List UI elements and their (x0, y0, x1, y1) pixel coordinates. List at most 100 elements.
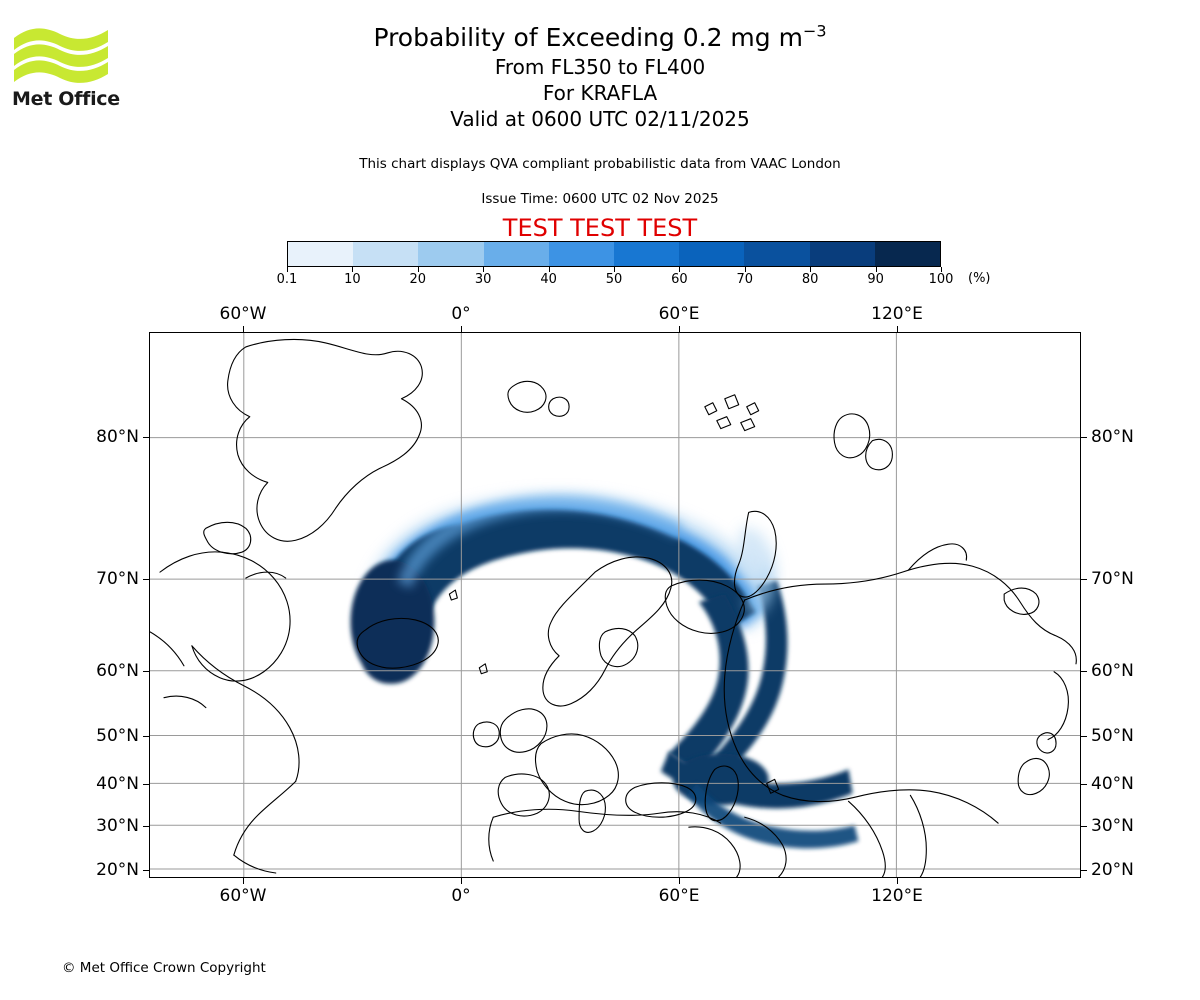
coastline-canada-east (191, 645, 300, 782)
coastline-greenland (227, 338, 423, 542)
coastline-morocco (488, 816, 494, 862)
colorbar-tick-label-60: 60 (671, 272, 688, 287)
map-canvas (150, 333, 1080, 877)
lon-tickmark-bottom-0° (461, 878, 462, 884)
title-volcano: For KRAFLA (542, 81, 658, 105)
coastline-alaska-hudson (150, 631, 185, 667)
lon-tickmark-bottom-60°E (679, 878, 680, 884)
coastline-taymyr (907, 543, 968, 571)
copyright-footer: © Met Office Crown Copyright (62, 960, 266, 976)
lon-label-bottom-60°E: 60°E (658, 886, 700, 906)
coastline-kola-peninsula (664, 579, 745, 634)
colorbar-band-0 (288, 242, 354, 266)
coastline-iberia (497, 773, 550, 817)
colorbar-tick-100 (941, 267, 942, 272)
coastline-faroes (478, 663, 488, 675)
coastline-great-lakes (163, 695, 207, 709)
colorbar-bands (287, 241, 941, 267)
colorbar-band-4 (548, 242, 615, 266)
lon-tickmark-top-60°E (679, 326, 680, 332)
coastline-italy (578, 789, 606, 833)
lat-tickmark-left-20°N (143, 870, 149, 871)
coastline-ireland (472, 721, 500, 748)
lat-tickmark-right-30°N (1081, 826, 1087, 827)
colorbar-tick-label-90: 90 (867, 272, 884, 287)
lat-label-left-40°N: 40°N (96, 774, 139, 794)
lat-label-left-60°N: 60°N (96, 661, 139, 681)
colorbar-tick-label-10: 10 (344, 272, 361, 287)
lat-tickmark-left-70°N (143, 579, 149, 580)
coastline-iceland (356, 617, 439, 669)
colorbar-band-7 (744, 242, 810, 266)
coastline-bolshevik-island (865, 438, 893, 471)
lat-label-left-20°N: 20°N (96, 860, 139, 880)
coastline-black-sea (625, 782, 697, 818)
coastline-japan (1017, 758, 1050, 796)
lon-tickmark-bottom-120°E (897, 878, 898, 884)
colorbar-unit-label: (%) (968, 271, 991, 286)
title-line-main: Probability of Exceeding 0.2 mg m−3 (150, 22, 1050, 54)
colorbar-tick-label-40: 40 (540, 272, 557, 287)
colorbar-band-6 (679, 242, 745, 266)
coastline-lena-delta (1003, 587, 1040, 615)
coastline-usa-east (233, 780, 297, 856)
title-superscript: −3 (802, 21, 827, 41)
map-panel[interactable] (149, 332, 1081, 878)
colorbar-tick-label-20: 20 (409, 272, 427, 287)
lon-label-top-0°: 0° (451, 304, 471, 324)
lat-tickmark-right-20°N (1081, 870, 1087, 871)
coastline-novaya-zemlya (733, 510, 777, 598)
coastline-svalbard-east (548, 396, 570, 417)
coastline-scandinavia (542, 556, 673, 707)
lon-label-top-120°E: 120°E (871, 304, 923, 324)
lat-tickmark-left-40°N (143, 784, 149, 785)
coastline-western-europe (534, 733, 619, 806)
title-valid-time: Valid at 0600 UTC 02/11/2025 (450, 107, 750, 131)
lat-tickmark-right-60°N (1081, 671, 1087, 672)
plume-descending-limb (668, 594, 749, 774)
colorbar-tick-60 (679, 267, 681, 272)
plume-ural-limb (714, 580, 788, 770)
lon-tickmark-top-0° (461, 326, 462, 332)
lat-label-left-70°N: 70°N (96, 569, 139, 589)
ash-plume-layer (350, 493, 859, 849)
coastline-north-africa (492, 808, 722, 824)
colorbar-tick-label-30: 30 (474, 272, 492, 287)
plume-southeast-tail (686, 783, 859, 849)
coastline-arabia-west (688, 826, 741, 877)
probability-colorbar (287, 241, 941, 267)
lon-label-top-60°E: 60°E (658, 304, 700, 324)
coastline-florida (233, 854, 277, 874)
coastline-franz-josef-land (704, 394, 760, 432)
coastline-baffin (245, 571, 287, 579)
colorbar-tick-label-50: 50 (605, 272, 623, 287)
colorbar-band-1 (353, 242, 419, 266)
colorbar-ticks: 0.1 10 20 30 40 50 60 70 80 90 100 (277, 267, 953, 289)
coastline-caspian-sea (704, 765, 739, 822)
lat-label-right-50°N: 50°N (1091, 726, 1134, 746)
colorbar-tick-30 (483, 267, 485, 272)
colorbar-tick-80 (810, 267, 812, 272)
colorbar-band-8 (809, 242, 875, 266)
coastline-india-west (847, 800, 886, 877)
lat-tickmark-right-50°N (1081, 736, 1087, 737)
met-office-logo (12, 24, 122, 114)
coastline-jan-mayen (448, 589, 458, 601)
lat-tickmark-left-50°N (143, 736, 149, 737)
colorbar-tick-40 (548, 267, 550, 272)
coastline-canada-arctic (159, 551, 291, 682)
coastline-aral-sea (766, 778, 780, 794)
lon-tickmark-top-120°E (897, 326, 898, 332)
coastline-siberia-north (744, 562, 1077, 665)
colorbar-band-3 (483, 242, 549, 266)
lon-label-bottom-60°W: 60°W (219, 886, 267, 906)
lat-tickmark-right-40°N (1081, 784, 1087, 785)
plume-novaya-zemlya-wisp (736, 528, 775, 616)
coastline-great-britain (499, 708, 548, 753)
coastline-eurasia-interior (723, 599, 999, 824)
chart-description: This chart displays QVA compliant probab… (359, 156, 841, 172)
coastline-hokkaido (1036, 732, 1057, 754)
coastline-severnaya-zemlya (833, 413, 871, 459)
lon-label-bottom-120°E: 120°E (871, 886, 923, 906)
lon-label-bottom-0°: 0° (451, 886, 471, 906)
